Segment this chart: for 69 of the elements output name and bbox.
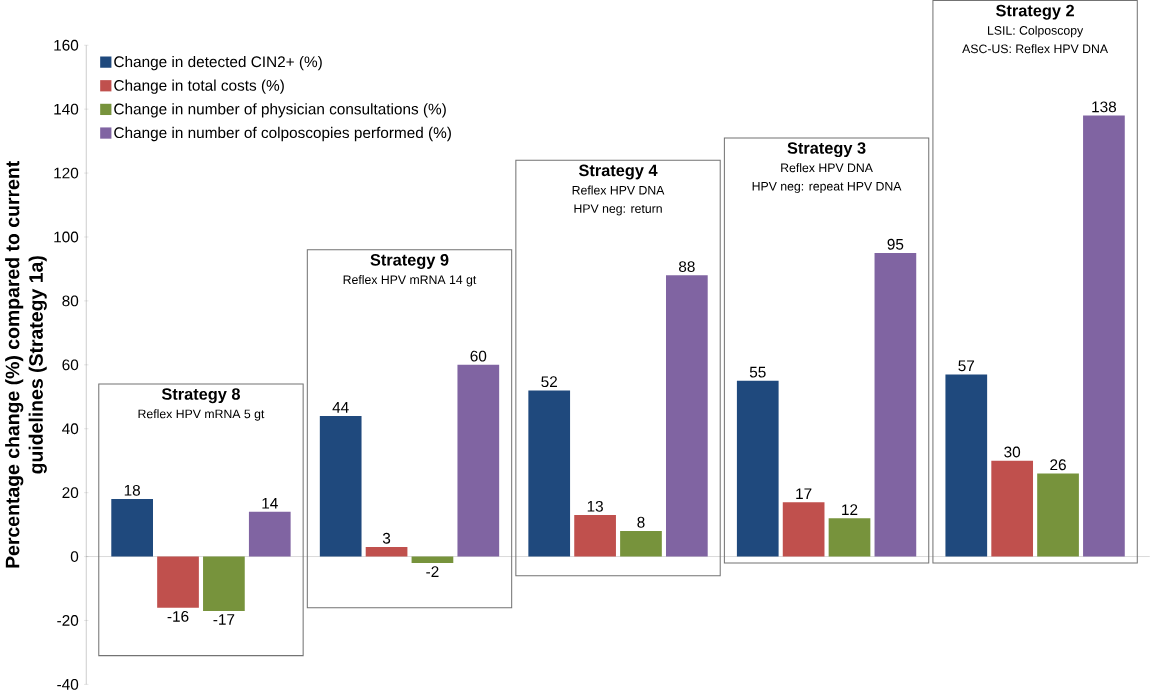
bar xyxy=(574,515,616,557)
data-label: 138 xyxy=(1092,101,1117,113)
y-tick-label: -20 xyxy=(57,615,79,626)
data-label: 95 xyxy=(887,238,904,250)
data-label: 26 xyxy=(1050,459,1066,471)
bar xyxy=(365,547,408,557)
annotation: HPV neg: return xyxy=(574,204,662,216)
legend-label: Change in total costs (%) xyxy=(114,79,284,94)
y-tick-label: 80 xyxy=(62,295,79,307)
annotation: ASC-US: Reflex HPV DNA xyxy=(962,44,1109,54)
data-label: -17 xyxy=(213,614,235,625)
data-label: 52 xyxy=(541,376,557,388)
x-tick-label: Strategy 4 xyxy=(578,164,658,180)
data-label: 17 xyxy=(796,488,812,499)
y-tick-label: 100 xyxy=(54,231,79,243)
data-label: 18 xyxy=(124,484,140,496)
x-tick-label: Strategy 9 xyxy=(370,254,449,269)
bar xyxy=(1083,115,1125,557)
y-tick-label: 120 xyxy=(54,167,79,179)
annotation: Reflex HPV DNA xyxy=(781,163,873,173)
data-label: 14 xyxy=(262,498,278,509)
y-tick-label: 140 xyxy=(54,103,79,115)
y-tick-label: -40 xyxy=(57,678,79,690)
bar xyxy=(874,253,917,557)
data-label: -16 xyxy=(167,611,189,622)
annotation: Reflex HPV mRNA 14 gt xyxy=(343,275,477,287)
data-label: 3 xyxy=(382,532,391,544)
bar xyxy=(1037,473,1079,557)
bar xyxy=(782,502,825,557)
y-axis-title: Percentage change (%) compared to current guidelines (Strategy 1a) xyxy=(5,161,47,568)
y-tick-label: 40 xyxy=(62,423,79,435)
data-label: 88 xyxy=(678,261,695,273)
annotation: Reflex HPV mRNA 5 gt xyxy=(138,409,265,421)
bar xyxy=(736,380,779,557)
bar xyxy=(248,511,291,557)
bar xyxy=(203,556,245,611)
data-label: 8 xyxy=(637,516,645,528)
bar xyxy=(991,460,1034,557)
bar xyxy=(319,415,362,557)
x-tick-label: Strategy 8 xyxy=(161,388,240,404)
data-label: 60 xyxy=(470,350,487,362)
bar xyxy=(666,275,708,557)
y-tick-label: 60 xyxy=(62,359,79,371)
data-label: 57 xyxy=(958,360,975,372)
data-label: 13 xyxy=(587,500,603,512)
legend-label: Change in detected CIN2+ (%) xyxy=(114,55,322,71)
bar xyxy=(828,518,871,557)
legend-label: Change in number of physician consultations (%) xyxy=(114,103,446,118)
bar xyxy=(111,499,153,557)
legend-label: Change in number of colposcopies performed (%) xyxy=(114,126,451,142)
bar xyxy=(945,374,988,557)
data-label: -2 xyxy=(426,566,439,577)
bar xyxy=(457,364,500,557)
bar xyxy=(157,556,199,608)
data-label: 44 xyxy=(332,402,349,413)
y-tick-label: 20 xyxy=(62,487,79,499)
annotation: Reflex HPV DNA xyxy=(572,185,665,195)
bar xyxy=(411,556,454,563)
bar xyxy=(528,390,571,557)
annotation: HPV neg: repeat HPV DNA xyxy=(752,182,902,194)
data-label: 30 xyxy=(1004,446,1021,458)
data-label: 55 xyxy=(749,366,766,378)
data-label: 12 xyxy=(842,504,858,515)
bar xyxy=(620,531,662,557)
text: LSIL: Colposcopy xyxy=(988,25,1084,38)
x-tick-label: Strategy 2 xyxy=(996,4,1074,20)
x-tick-label: Strategy 3 xyxy=(787,142,866,158)
y-tick-label: 160 xyxy=(54,39,79,51)
y-tick-label: 0 xyxy=(70,551,79,563)
